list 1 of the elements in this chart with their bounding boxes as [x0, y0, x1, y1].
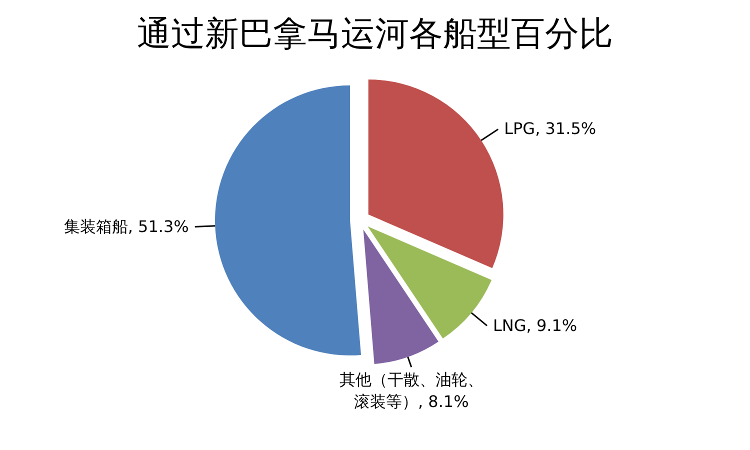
title: 通过新巴拿马运河各船型百分比 [136, 13, 614, 56]
